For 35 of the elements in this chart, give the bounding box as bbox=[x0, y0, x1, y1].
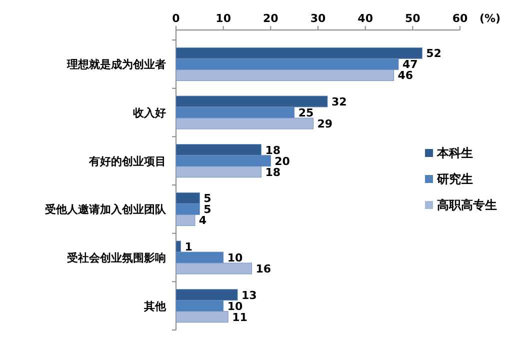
data-label: 52 bbox=[426, 47, 442, 60]
y-tick-label: 理想就是成为创业者 bbox=[66, 58, 166, 72]
legend-label: 本科生 bbox=[436, 146, 473, 160]
data-label: 1 bbox=[184, 240, 192, 254]
data-label: 47 bbox=[402, 58, 418, 72]
x-tick-label: 20 bbox=[263, 12, 279, 25]
x-tick-label: 50 bbox=[405, 12, 421, 25]
x-tick-label: 0 bbox=[172, 12, 180, 25]
x-tick-label: 60 bbox=[452, 12, 468, 25]
x-tick-label: 40 bbox=[358, 12, 374, 25]
data-label: 18 bbox=[265, 144, 281, 157]
data-label: 16 bbox=[256, 262, 272, 276]
y-tick-label: 受社会创业氛围影响 bbox=[66, 252, 166, 264]
data-label: 20 bbox=[274, 154, 290, 168]
x-tick-label: 30 bbox=[310, 12, 326, 25]
data-label: 4 bbox=[198, 214, 207, 228]
legend-label: 研究生 bbox=[436, 172, 473, 186]
data-label: 32 bbox=[331, 96, 347, 108]
data-label: 29 bbox=[317, 118, 333, 130]
y-tick-label: 受他人邀请加入创业团队 bbox=[44, 203, 167, 216]
y-tick-label: 其他 bbox=[143, 300, 167, 313]
x-tick-label: 10 bbox=[216, 12, 232, 25]
y-tick-label: 收入好 bbox=[133, 106, 166, 120]
data-label: 10 bbox=[227, 300, 243, 313]
legend-label: 高职高专生 bbox=[437, 198, 497, 212]
y-tick-label: 有好的创业项目 bbox=[88, 154, 166, 168]
data-label: 18 bbox=[265, 166, 281, 179]
data-label: 5 bbox=[204, 203, 212, 216]
data-label: 11 bbox=[232, 310, 248, 324]
data-label: 25 bbox=[298, 106, 314, 120]
data-label: 10 bbox=[227, 252, 243, 264]
data-label: 13 bbox=[242, 288, 257, 302]
data-label: 5 bbox=[204, 192, 212, 206]
x-axis-title: (%) bbox=[479, 12, 501, 25]
data-label: 46 bbox=[398, 69, 414, 82]
